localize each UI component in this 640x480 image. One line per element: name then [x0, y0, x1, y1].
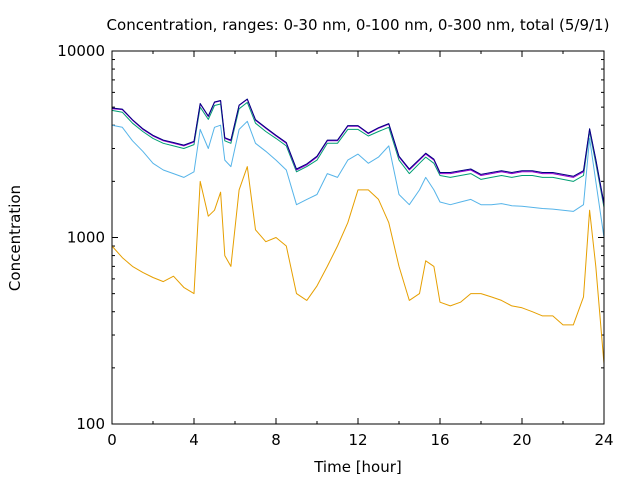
chart-title: Concentration, ranges: 0-30 nm, 0-100 nm… — [107, 16, 610, 34]
x-tick-label: 24 — [594, 431, 613, 449]
x-tick-label: 8 — [271, 431, 281, 449]
x-tick-label: 4 — [189, 431, 199, 449]
y-tick-label: 10000 — [57, 42, 105, 60]
y-tick-label: 100 — [76, 415, 105, 433]
series-line-0-30nm — [111, 166, 605, 364]
x-tick-label: 0 — [107, 431, 117, 449]
x-tick-label: 12 — [348, 431, 367, 449]
series-group — [111, 98, 605, 364]
series-line-5 — [111, 98, 605, 204]
x-tick-label: 16 — [430, 431, 449, 449]
x-tick-label: 20 — [512, 431, 531, 449]
x-axis-label: Time [hour] — [313, 458, 402, 476]
series-line-0-100nm — [111, 120, 605, 238]
y-tick-label: 1000 — [67, 229, 105, 247]
y-axis-label: Concentration — [6, 185, 24, 291]
plot-frame — [111, 50, 605, 425]
